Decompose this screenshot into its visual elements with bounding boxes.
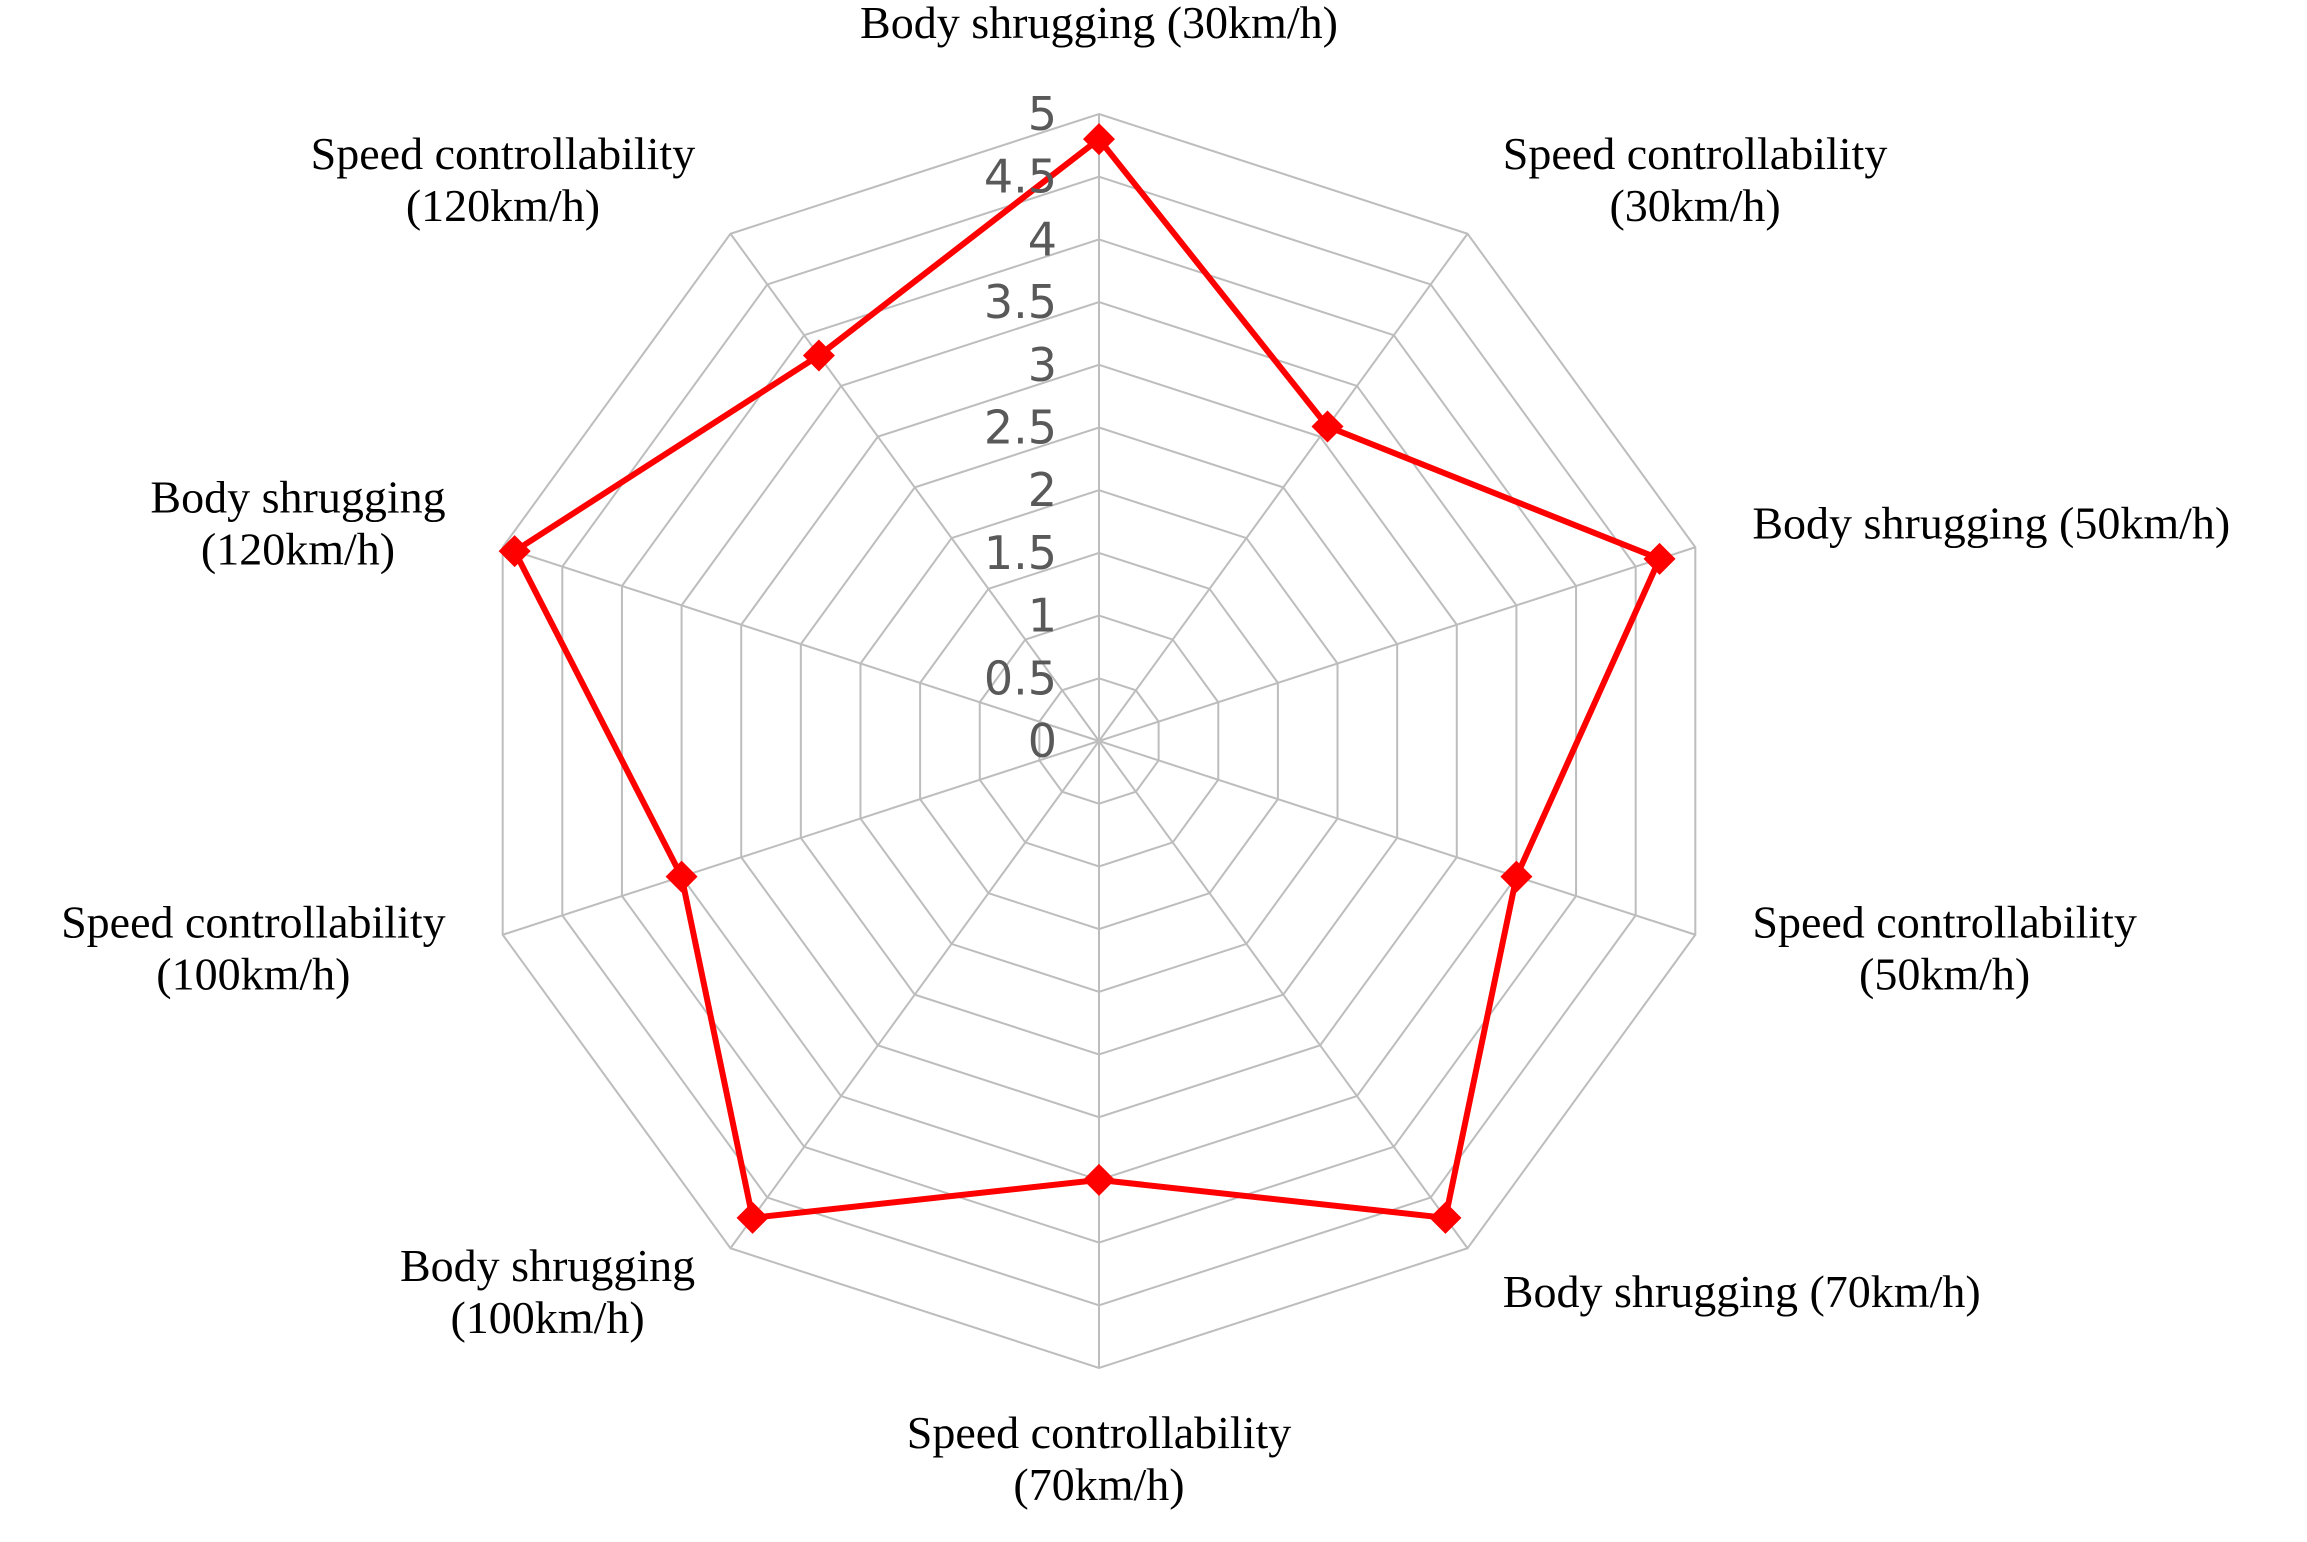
category-label-6-line-0: Body shrugging — [400, 1240, 695, 1291]
spoke-3 — [1098, 740, 1696, 936]
label-layer: Body shrugging (30km/h)Speed controllabi… — [61, 0, 2230, 1510]
category-label-8-line-1: (120km/h) — [201, 524, 395, 575]
tick-label-0.5: 0.5 — [984, 651, 1057, 705]
category-label-7: Speed controllability(100km/h) — [61, 896, 446, 999]
category-label-5-line-0: Speed controllability — [907, 1407, 1292, 1458]
category-label-1-line-0: Speed controllability — [1503, 128, 1888, 179]
spoke-9 — [729, 233, 1100, 742]
spoke-6 — [729, 740, 1100, 1249]
category-label-7-line-0: Speed controllability — [61, 896, 446, 947]
category-label-3: Speed controllability(50km/h) — [1752, 896, 2137, 999]
category-label-3-line-1: (50km/h) — [1859, 948, 2030, 999]
tick-label-3.5: 3.5 — [984, 275, 1057, 329]
category-label-7-line-1: (100km/h) — [156, 948, 350, 999]
category-label-4-line-0: Body shrugging (70km/h) — [1503, 1266, 1981, 1317]
spoke-1 — [1098, 233, 1469, 742]
spoke-4 — [1098, 740, 1469, 1249]
data-point-8 — [498, 535, 531, 568]
category-label-8: Body shrugging(120km/h) — [150, 472, 445, 575]
category-label-9-line-0: Speed controllability — [311, 128, 696, 179]
series-layer — [498, 123, 1676, 1234]
data-point-5 — [1083, 1163, 1115, 1196]
spoke-7 — [502, 740, 1100, 936]
category-label-9: Speed controllability(120km/h) — [311, 128, 696, 231]
category-label-0: Body shrugging (30km/h) — [860, 0, 1338, 48]
tick-label-5: 5 — [1028, 87, 1057, 141]
category-label-9-line-1: (120km/h) — [406, 180, 600, 231]
tick-label-3: 3 — [1028, 338, 1057, 392]
tick-label-1: 1 — [1028, 589, 1057, 643]
category-label-1-line-1: (30km/h) — [1609, 180, 1780, 231]
data-point-3 — [1500, 860, 1533, 893]
category-label-1: Speed controllability(30km/h) — [1503, 128, 1888, 231]
data-point-1 — [1311, 410, 1344, 443]
category-label-4: Body shrugging (70km/h) — [1503, 1266, 1981, 1317]
tick-layer: 0 0.5 1 1.5 2 2.5 3 3.5 4 4.5 5 — [984, 87, 1057, 768]
category-label-2-line-0: Body shrugging (50km/h) — [1752, 498, 2230, 549]
category-label-2: Body shrugging (50km/h) — [1752, 498, 2230, 549]
tick-label-4.5: 4.5 — [984, 150, 1057, 204]
data-point-0 — [1083, 123, 1115, 156]
data-point-2 — [1643, 542, 1676, 575]
spoke-8 — [502, 546, 1100, 742]
tick-label-2.5: 2.5 — [984, 401, 1057, 455]
category-label-5: Speed controllability(70km/h) — [907, 1407, 1292, 1510]
tick-label-0: 0 — [1028, 714, 1057, 768]
spoke-2 — [1098, 546, 1696, 742]
series-line — [510, 134, 1664, 1222]
tick-label-2: 2 — [1028, 463, 1057, 517]
tick-label-4: 4 — [1028, 212, 1057, 266]
category-label-6: Body shrugging(100km/h) — [400, 1240, 695, 1343]
tick-label-1.5: 1.5 — [984, 526, 1057, 580]
data-point-4 — [1429, 1201, 1462, 1234]
category-label-8-line-0: Body shrugging — [150, 472, 445, 523]
category-label-3-line-0: Speed controllability — [1752, 896, 2137, 947]
category-label-5-line-1: (70km/h) — [1013, 1459, 1184, 1510]
category-label-0-line-0: Body shrugging (30km/h) — [860, 0, 1338, 48]
grid-layer — [501, 112, 1697, 1370]
category-label-6-line-1: (100km/h) — [450, 1292, 644, 1343]
data-point-6 — [736, 1201, 769, 1234]
data-point-7 — [665, 860, 698, 893]
data-point-9 — [802, 339, 835, 372]
